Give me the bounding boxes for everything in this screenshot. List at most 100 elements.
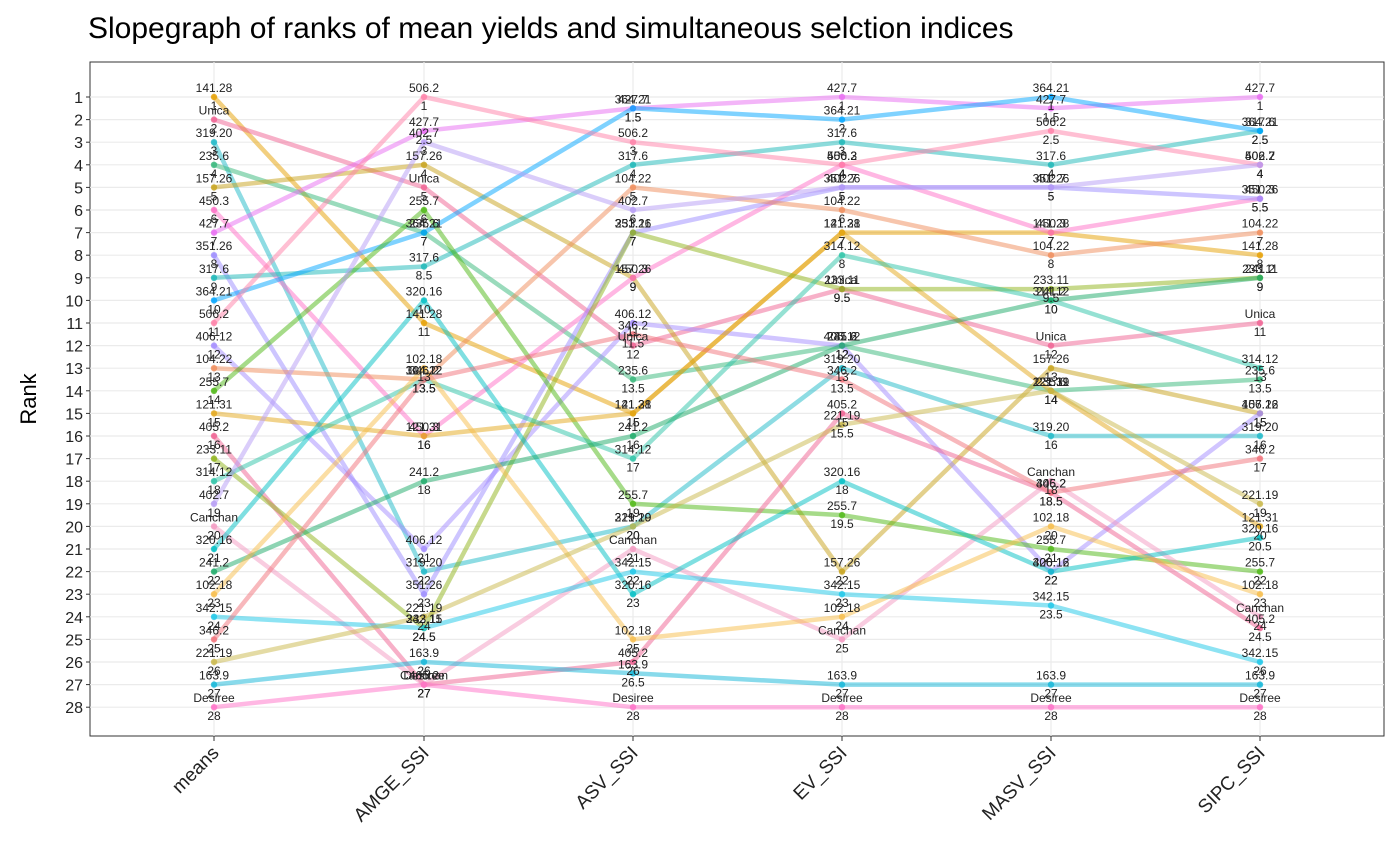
point-rank-label: 24: [417, 619, 431, 633]
point-rank-label: 4: [421, 167, 428, 181]
point-name-label: 351.26: [406, 578, 443, 592]
point-name-label: 342.15: [1242, 646, 1279, 660]
point-name-label: 104.22: [196, 352, 233, 366]
point-name-label: 406.12: [406, 533, 443, 547]
data-point: [629, 161, 637, 168]
y-tick-label: 22: [65, 565, 83, 582]
point-rank-label: 19.5: [830, 517, 854, 531]
series-line: [211, 207, 1263, 574]
point-name-label: 346.2: [827, 364, 857, 378]
point-rank-label: 20: [626, 528, 640, 542]
data-point: [1256, 500, 1264, 507]
point-name-label: 402.7: [618, 194, 648, 208]
point-name-label: 221.19: [824, 409, 861, 423]
data-point: [1047, 523, 1055, 530]
data-point: [210, 568, 218, 575]
point-name-label: 364.21: [615, 92, 652, 106]
point-name-label: 319.20: [1242, 420, 1279, 434]
data-point: [838, 410, 846, 417]
data-point: [629, 229, 637, 236]
series-line: [211, 139, 1263, 507]
data-point: [210, 681, 218, 688]
point-rank-label: 22: [1253, 574, 1267, 588]
point-name-label: 405.2: [1245, 612, 1275, 626]
point-rank-label: 5: [839, 189, 846, 203]
point-name-label: 346.2: [1036, 477, 1066, 491]
point-rank-label: 7: [630, 235, 637, 249]
data-point: [629, 704, 637, 711]
point-rank-label: 5.5: [1252, 201, 1269, 215]
point-rank-label: 27: [1044, 687, 1058, 701]
point-name-label: 157.26: [1033, 352, 1070, 366]
point-name-label: 364.21: [406, 217, 443, 231]
point-rank-label: 13.5: [830, 382, 854, 396]
point-rank-label: 7: [211, 235, 218, 249]
point-name-label: 406.12: [1242, 397, 1279, 411]
data-point: [629, 455, 637, 462]
point-name-label: 405.2: [827, 397, 857, 411]
data-point: [210, 478, 218, 485]
point-name-label: 102.18: [1242, 578, 1279, 592]
point-name-label: 406.12: [615, 307, 652, 321]
point-name-label: 235.6: [199, 149, 229, 163]
point-name-label: 319.20: [824, 352, 861, 366]
point-name-label: 317.6: [1036, 149, 1066, 163]
series-line: [211, 94, 1263, 303]
gridlines: [90, 62, 1384, 736]
data-point: [629, 331, 637, 338]
point-name-label: 450.3: [827, 149, 857, 163]
point-rank-label: 8.5: [416, 269, 433, 283]
point-rank-label: 27: [207, 687, 221, 701]
point-name-label: Canchan: [609, 533, 657, 547]
series-points: [210, 93, 1264, 711]
point-name-label: 141.28: [1242, 239, 1279, 253]
point-name-label: 233.11: [615, 217, 651, 231]
point-rank-label: 21: [207, 551, 221, 565]
data-point: [629, 658, 637, 666]
point-rank-label: 4: [1048, 167, 1055, 181]
point-name-label: 346.2: [409, 364, 439, 378]
data-point: [1047, 297, 1055, 304]
point-rank-label: 1.5: [1043, 110, 1060, 124]
point-rank-label: 6: [630, 212, 637, 226]
data-point: [210, 116, 218, 123]
data-point: [420, 365, 428, 372]
series-line: [211, 320, 1263, 574]
data-point: [1256, 319, 1264, 327]
point-rank-label: 5: [1048, 189, 1055, 203]
point-name-label: 141.28: [406, 307, 443, 321]
data-point: [210, 139, 218, 146]
point-name-label: 427.7: [827, 81, 857, 95]
point-rank-label: 12: [835, 348, 849, 362]
data-point: [1256, 93, 1264, 101]
point-name-label: 221.19: [1242, 488, 1279, 502]
data-point: [420, 591, 428, 598]
point-name-label: 241.2: [1245, 262, 1275, 276]
data-point: [629, 568, 637, 575]
point-name-label: 121.31: [824, 217, 861, 231]
data-point: [420, 319, 428, 327]
series-line: [211, 139, 1263, 574]
point-rank-label: 2.5: [1043, 133, 1060, 147]
data-point: [1047, 93, 1055, 101]
point-rank-label: 20: [1044, 528, 1058, 542]
point-name-label: 255.7: [827, 499, 857, 513]
point-rank-label: 13: [207, 370, 221, 384]
point-rank-label: 7: [1257, 235, 1264, 249]
data-point: [210, 274, 218, 281]
point-rank-label: 3: [211, 144, 218, 158]
data-point: [629, 523, 637, 530]
data-point: [1047, 342, 1055, 349]
point-name-label: 319.20: [615, 510, 652, 524]
point-name-label: 221.19: [1033, 375, 1070, 389]
point-rank-label: 11: [1254, 325, 1267, 339]
data-point: [1256, 624, 1264, 632]
point-rank-label: 15: [626, 415, 640, 429]
point-rank-label: 26.5: [621, 675, 645, 689]
point-name-label: 506.2: [409, 81, 439, 95]
point-rank-label: 13.5: [412, 382, 436, 396]
point-name-label: 314.12: [1033, 284, 1070, 298]
point-name-label: 364.21: [196, 284, 233, 298]
point-rank-label: 5: [630, 189, 637, 203]
y-tick-label: 24: [65, 610, 83, 627]
